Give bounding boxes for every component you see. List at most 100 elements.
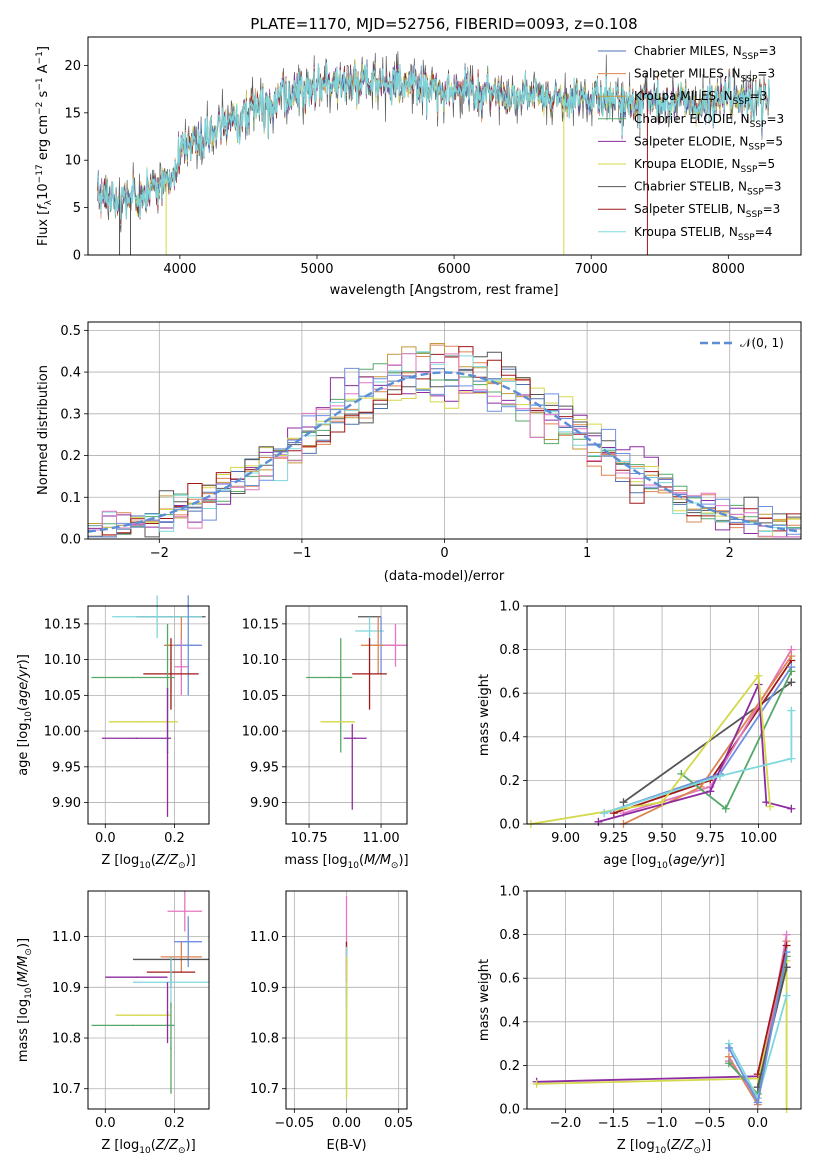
- x-tick-label: 0.0: [95, 1116, 116, 1131]
- x-tick-label: 9.25: [599, 831, 628, 846]
- spectrum-series-kroupa_stelib: [97, 62, 771, 220]
- y-tick-label: 11.0: [52, 930, 81, 945]
- y-tick-label: 10.05: [242, 689, 279, 704]
- y-tick-label: 10.8: [52, 1032, 81, 1047]
- legend-label: Kroupa ELODIE, NSSP=5: [634, 157, 775, 175]
- y-tick-label: 15: [64, 106, 81, 121]
- massweight-series-salpeter_elodie: [598, 684, 792, 823]
- x-tick-label: 9.00: [551, 831, 580, 846]
- y-tick-label: 10.7: [52, 1082, 81, 1097]
- data-point: [166, 1011, 169, 1014]
- x-tick-label: 10.75: [290, 831, 327, 846]
- y-tick-label: 0.4: [499, 730, 520, 745]
- mass-vs-metallicity-panel: 0.0 0.2 10.7 10.8 10.9 11.0 Z [log10(Z/Z⊙)] mas…: [16, 890, 210, 1156]
- histogram-blue2: [88, 367, 801, 538]
- age_vs_Z-ylabel: age [log10(age/yr)]: [16, 654, 34, 776]
- spectrum-xlabel: wavelength [Angstrom, rest frame]: [330, 283, 559, 298]
- x-tick-label: 0.0: [95, 831, 116, 846]
- plus-marker: [782, 948, 791, 957]
- massweight-series-salpeter_stelib: [756, 945, 788, 1075]
- age_vs_Z-xlabel: Z [log10(Z/Z⊙)]: [101, 853, 195, 871]
- y-tick-label: 10.10: [242, 653, 279, 668]
- plus-marker: [787, 667, 796, 676]
- data-point: [368, 630, 371, 632]
- y-tick-label: 0.4: [499, 1015, 520, 1030]
- y-tick-label: 0.0: [499, 1103, 520, 1118]
- x-tick-label: 0: [440, 546, 448, 561]
- age_vs_mass-xlabel: mass [log10(M/M⊙)]: [284, 853, 408, 871]
- x-tick-label: −1.0: [646, 1116, 678, 1131]
- plus-marker: [706, 787, 715, 796]
- plus-marker: [782, 930, 791, 939]
- y-tick-label: 10.8: [250, 1032, 279, 1047]
- x-tick-label: 0.05: [384, 1116, 413, 1131]
- massweight_vs_age-ylabel: mass weight: [477, 674, 492, 756]
- plus-marker: [754, 671, 763, 680]
- y-tick-label: 0.5: [60, 324, 81, 339]
- mass_vs_Z-xlabel: Z [log10(Z/Z⊙)]: [101, 1138, 195, 1156]
- x-tick-label: 0.2: [164, 831, 185, 846]
- data-point: [142, 1014, 145, 1017]
- y-tick-label: 1.0: [499, 885, 520, 900]
- x-tick-label: 9.50: [648, 831, 677, 846]
- y-tick-label: 0.2: [60, 449, 81, 464]
- x-tick-label: −1: [292, 546, 311, 561]
- axes-frame: [87, 890, 210, 1110]
- legend-label: Salpeter STELIB, NSSP=3: [634, 202, 780, 220]
- data-point: [180, 665, 183, 668]
- x-tick-label: −0.5: [694, 1116, 726, 1131]
- x-tick-label: 2: [726, 546, 734, 561]
- data-point: [156, 615, 158, 618]
- y-tick-label: 5: [73, 201, 81, 216]
- massweight-vs-metallicity-panel: −2.0 −1.5 −1.0 −0.5 0.0 0.0 0.2 0.4 0.6 0.8 1.0 Z […: [477, 885, 802, 1156]
- x-tick-label: −2: [150, 546, 169, 561]
- data-point: [180, 956, 183, 958]
- plus-marker: [594, 817, 603, 826]
- y-tick-label: 10.10: [44, 653, 81, 668]
- data-point: [132, 1024, 134, 1027]
- y-tick-label: 0.1: [60, 491, 81, 506]
- massweight_vs_age-xlabel: age [log10(age/yr)]: [603, 853, 725, 871]
- x-tick-label: 0.2: [164, 1116, 185, 1131]
- data-point: [142, 720, 145, 723]
- x-tick-label: 0.00: [332, 1116, 361, 1131]
- axes-frame: [526, 890, 802, 1110]
- plus-marker: [787, 678, 796, 687]
- plus-marker: [787, 706, 796, 715]
- y-tick-label: 0.4: [60, 366, 81, 381]
- mass_vs_Z-ylabel: mass [log10(M/M⊙)]: [16, 938, 34, 1062]
- y-tick-label: 9.95: [250, 760, 279, 775]
- legend-label: Chabrier STELIB, NSSP=3: [634, 180, 782, 198]
- histogram-chabrier_elodie: [88, 352, 801, 538]
- y-tick-label: 0.0: [499, 818, 520, 833]
- y-tick-label: 0.6: [499, 687, 520, 702]
- x-tick-label: 1: [583, 546, 591, 561]
- plus-marker: [724, 1059, 733, 1068]
- y-tick-label: 10.00: [242, 725, 279, 740]
- y-tick-label: 9.95: [52, 760, 81, 775]
- plus-marker: [600, 809, 609, 818]
- plus-marker: [532, 1079, 541, 1088]
- y-tick-label: 10.05: [44, 689, 81, 704]
- data-point: [170, 981, 172, 984]
- legend-label: Kroupa MILES, NSSP=3: [634, 89, 767, 107]
- massweight-series-kroupa_stelib: [603, 710, 793, 814]
- axes-frame: [87, 36, 802, 256]
- legend-label: Chabrier MILES, NSSP=3: [634, 44, 776, 62]
- data-point: [184, 910, 186, 913]
- legend-label: Kroupa STELIB, NSSP=4: [634, 225, 772, 243]
- data-point: [377, 644, 379, 647]
- axes-frame: [285, 605, 408, 825]
- data-point: [345, 1027, 348, 1029]
- plus-marker: [782, 991, 791, 1000]
- y-tick-label: 9.90: [250, 796, 279, 811]
- data-point: [368, 673, 371, 675]
- data-point: [135, 737, 138, 740]
- x-tick-label: 9.75: [696, 831, 725, 846]
- age-vs-metallicity-panel: 0.0 0.2 9.90 9.95 10.00 10.05 10.10 10.15 Z [log…: [16, 595, 210, 871]
- y-tick-label: 10.9: [250, 981, 279, 996]
- plus-marker: [724, 1043, 733, 1052]
- x-tick-label: −0.05: [274, 1116, 314, 1131]
- plus-marker: [766, 802, 775, 811]
